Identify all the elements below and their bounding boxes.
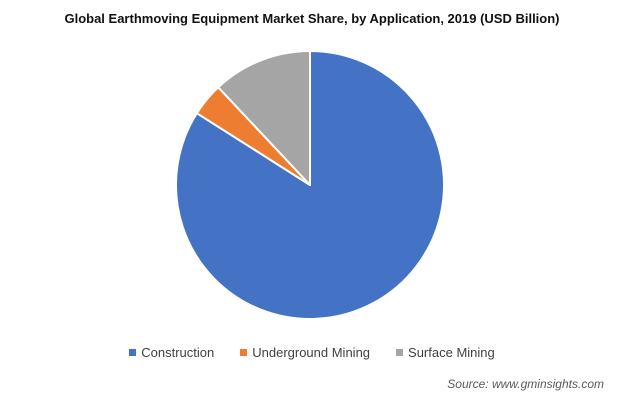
legend: Construction Underground Mining Surface … bbox=[0, 345, 624, 360]
pie-slice-surface-mining bbox=[217, 50, 311, 186]
legend-item-underground-mining: Underground Mining bbox=[240, 345, 370, 360]
legend-label-underground-mining: Underground Mining bbox=[252, 345, 371, 360]
legend-item-construction: Construction bbox=[129, 345, 214, 360]
legend-item-surface-mining: Surface Mining bbox=[396, 345, 495, 360]
legend-label-construction: Construction bbox=[141, 345, 215, 360]
legend-swatch-surface-mining bbox=[396, 349, 404, 356]
source-note: Source: www.gminsights.com bbox=[447, 377, 604, 391]
chart-title: Global Earthmoving Equipment Market Shar… bbox=[64, 11, 560, 26]
legend-label-surface-mining: Surface Mining bbox=[408, 345, 495, 360]
legend-swatch-construction bbox=[129, 349, 137, 356]
legend-swatch-underground-mining bbox=[240, 349, 248, 356]
